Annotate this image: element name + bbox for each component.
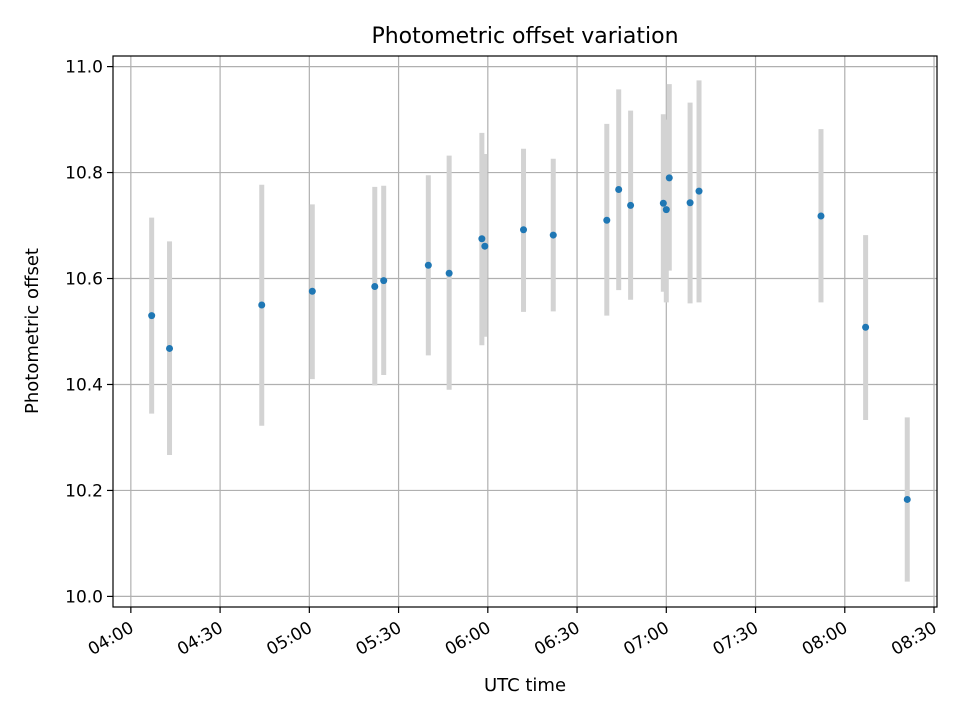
data-point	[686, 199, 694, 207]
data-point	[659, 199, 667, 207]
y-tick-label: 10.6	[65, 270, 103, 290]
x-tick-label: 08:00	[799, 618, 851, 660]
data-point	[903, 495, 911, 503]
y-tick-label: 10.0	[65, 587, 103, 607]
data-point	[308, 287, 316, 295]
data-point	[603, 216, 611, 224]
data-points	[148, 174, 911, 503]
data-point	[424, 261, 432, 269]
x-tick-label: 07:00	[620, 618, 672, 660]
y-axis-label: Photometric offset	[22, 248, 43, 414]
x-tick-label: 08:30	[888, 618, 940, 660]
data-point	[380, 277, 388, 285]
data-point	[862, 323, 870, 331]
data-point	[520, 226, 528, 234]
data-point	[627, 201, 635, 209]
data-point	[665, 174, 673, 182]
data-point	[695, 187, 703, 195]
x-axis-ticks: 04:00 04:30 05:00 05:30 06:00 06:30 07:00 07:30…	[85, 607, 941, 660]
data-point	[817, 212, 825, 220]
error-bars	[149, 80, 910, 582]
y-tick-label: 10.8	[65, 164, 103, 184]
x-tick-label: 04:00	[85, 618, 137, 660]
y-axis-ticks: 10.0 10.2 10.4 10.6 10.8 11.0	[65, 58, 113, 607]
x-axis-label: UTC time	[484, 675, 566, 696]
grid-lines	[113, 56, 937, 607]
y-tick-label: 10.4	[65, 375, 103, 395]
data-point	[166, 344, 174, 352]
data-point	[615, 186, 623, 194]
data-point	[258, 301, 266, 309]
data-point	[371, 282, 379, 290]
data-point	[549, 231, 557, 239]
x-tick-label: 07:30	[710, 618, 762, 660]
chart-title: Photometric offset variation	[371, 24, 678, 49]
y-tick-label: 11.0	[65, 58, 103, 78]
x-tick-label: 05:30	[353, 618, 405, 660]
y-tick-label: 10.2	[65, 481, 103, 501]
x-tick-label: 06:00	[442, 618, 494, 660]
x-tick-label: 04:30	[174, 618, 226, 660]
data-point	[662, 206, 670, 214]
data-point	[478, 235, 486, 243]
data-point	[445, 269, 453, 277]
plot-frame	[112, 55, 938, 608]
x-tick-label: 05:00	[263, 618, 315, 660]
data-point	[481, 242, 489, 250]
x-tick-label: 06:30	[531, 618, 583, 660]
data-point	[148, 312, 156, 320]
